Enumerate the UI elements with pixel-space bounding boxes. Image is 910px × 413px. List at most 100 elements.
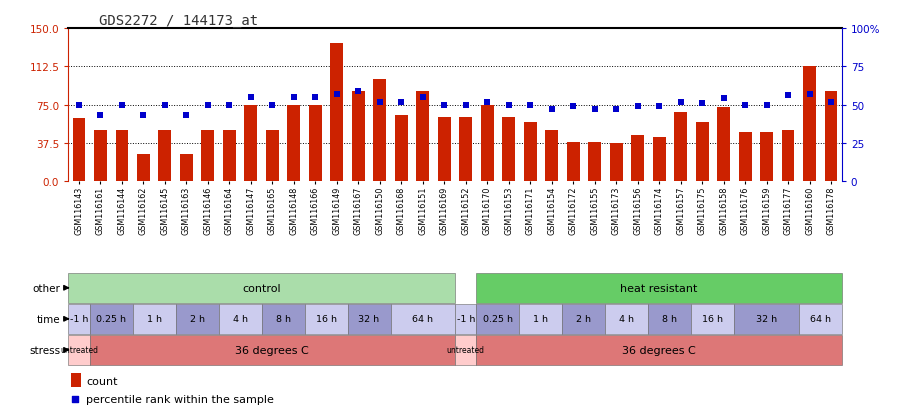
Point: [347, 297, 361, 304]
Point: [244, 95, 258, 101]
Point: [351, 88, 366, 95]
Bar: [330, 44, 343, 182]
Point: [394, 99, 409, 106]
Text: percentile rank within the sample: percentile rank within the sample: [86, 394, 274, 404]
Bar: [373, 80, 386, 182]
Bar: [308, 105, 322, 182]
Bar: [90, 304, 133, 334]
Point: [437, 102, 451, 109]
Text: stress: stress: [29, 345, 60, 355]
Text: 4 h: 4 h: [620, 315, 634, 323]
Bar: [524, 123, 537, 182]
Text: 2 h: 2 h: [576, 315, 592, 323]
Bar: [73, 119, 86, 182]
Text: 8 h: 8 h: [276, 315, 290, 323]
Text: 64 h: 64 h: [810, 315, 831, 323]
Point: [329, 91, 344, 98]
Bar: [760, 133, 773, 182]
Bar: [176, 304, 218, 334]
Bar: [455, 335, 477, 365]
Bar: [477, 335, 842, 365]
Bar: [455, 304, 477, 334]
Point: [781, 93, 795, 100]
Text: count: count: [86, 376, 118, 386]
Bar: [68, 273, 455, 303]
Point: [738, 102, 753, 109]
Point: [179, 113, 194, 119]
Text: 64 h: 64 h: [412, 315, 433, 323]
Bar: [692, 304, 734, 334]
Bar: [218, 304, 262, 334]
Point: [544, 107, 559, 113]
Bar: [288, 105, 300, 182]
Bar: [116, 131, 128, 182]
Bar: [223, 131, 236, 182]
Bar: [137, 154, 150, 182]
Text: control: control: [242, 283, 281, 293]
Bar: [652, 138, 665, 182]
Bar: [68, 304, 90, 334]
Text: untreated: untreated: [60, 346, 98, 354]
Bar: [674, 112, 687, 182]
Bar: [480, 105, 493, 182]
Point: [759, 102, 774, 109]
Bar: [94, 131, 107, 182]
Point: [200, 102, 215, 109]
Bar: [545, 131, 558, 182]
Point: [416, 95, 430, 101]
Point: [716, 96, 731, 102]
Text: 16 h: 16 h: [703, 315, 723, 323]
Text: 32 h: 32 h: [756, 315, 777, 323]
Text: 2 h: 2 h: [189, 315, 205, 323]
Point: [609, 107, 623, 113]
Bar: [71, 373, 81, 387]
Text: 4 h: 4 h: [233, 315, 248, 323]
Text: 32 h: 32 h: [359, 315, 379, 323]
Point: [93, 113, 107, 119]
Bar: [734, 304, 799, 334]
Bar: [648, 304, 692, 334]
Text: untreated: untreated: [447, 346, 485, 354]
Text: other: other: [33, 283, 60, 293]
Bar: [502, 118, 515, 182]
Point: [803, 91, 817, 98]
Point: [566, 104, 581, 110]
Text: 36 degrees C: 36 degrees C: [236, 345, 309, 355]
Bar: [352, 92, 365, 182]
Text: GDS2272 / 144173_at: GDS2272 / 144173_at: [99, 14, 258, 28]
Bar: [180, 154, 193, 182]
Text: -1 h: -1 h: [70, 315, 88, 323]
Bar: [245, 105, 258, 182]
Point: [652, 104, 666, 110]
Bar: [90, 335, 455, 365]
Bar: [477, 304, 520, 334]
Bar: [305, 304, 348, 334]
Text: 8 h: 8 h: [662, 315, 677, 323]
Bar: [803, 66, 816, 182]
Point: [631, 104, 645, 110]
Bar: [782, 131, 794, 182]
Bar: [460, 118, 472, 182]
Bar: [739, 133, 752, 182]
Text: 16 h: 16 h: [316, 315, 337, 323]
Bar: [610, 144, 622, 182]
Bar: [477, 273, 842, 303]
Text: time: time: [37, 314, 60, 324]
Point: [480, 99, 494, 106]
Point: [695, 100, 710, 107]
Bar: [68, 335, 90, 365]
Bar: [632, 136, 644, 182]
Bar: [416, 92, 430, 182]
Point: [72, 102, 86, 109]
Point: [222, 102, 237, 109]
Point: [265, 102, 279, 109]
Text: 0.25 h: 0.25 h: [96, 315, 126, 323]
Bar: [520, 304, 562, 334]
Text: 0.25 h: 0.25 h: [483, 315, 513, 323]
Point: [459, 102, 473, 109]
Text: 1 h: 1 h: [147, 315, 162, 323]
Point: [287, 95, 301, 101]
Text: -1 h: -1 h: [457, 315, 475, 323]
Bar: [348, 304, 390, 334]
Bar: [562, 304, 605, 334]
